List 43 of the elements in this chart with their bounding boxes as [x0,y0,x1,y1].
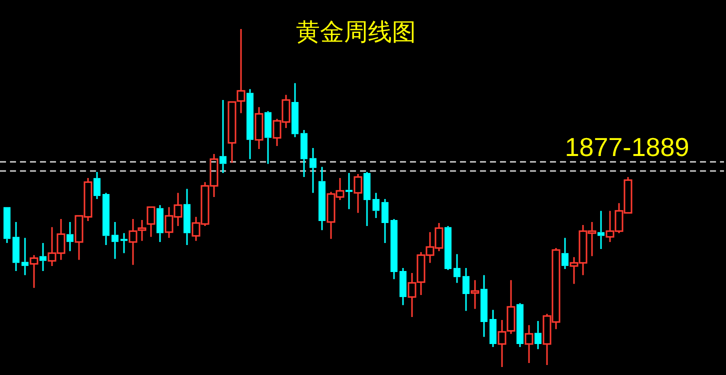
candlestick [318,166,326,231]
candlestick [470,279,480,310]
candlestick [146,206,156,238]
candlestick [372,192,380,219]
candlestick [21,237,29,276]
candlestick [345,172,353,210]
candlestick [480,274,488,338]
candlestick [444,225,452,271]
candlestick [264,110,272,165]
candlestick [219,99,227,174]
candlestick [489,309,497,348]
candlestick [363,171,371,227]
candlestick [399,267,407,306]
candlestick [183,188,191,246]
candlestick [597,210,605,250]
candlestick [228,101,236,164]
candlestick [66,221,74,252]
candlestick [453,253,461,284]
annotation: 1877-1889 [564,132,690,162]
candlestick [309,147,317,194]
candlestick [300,129,308,178]
candlestick [102,192,110,246]
candlestick [390,218,398,280]
candlestick [120,232,128,254]
candlestick [236,28,246,114]
candlestick [3,207,11,244]
candlestick [246,88,254,160]
candlestick [111,221,119,260]
chart-title: 黄金周线图 [296,18,416,46]
candlestick [39,242,47,272]
candlestick [381,198,389,244]
candlestick [524,324,534,364]
candlestick [462,267,470,312]
candlestick [291,82,299,138]
candlestick [516,302,524,348]
candlestick [561,237,569,270]
candlestick [156,204,164,243]
candlestick [254,106,264,150]
candlestick [30,254,38,289]
candlestick [354,173,362,214]
candlestick [93,171,101,200]
candlestick [534,320,542,350]
candlestick [12,221,20,272]
